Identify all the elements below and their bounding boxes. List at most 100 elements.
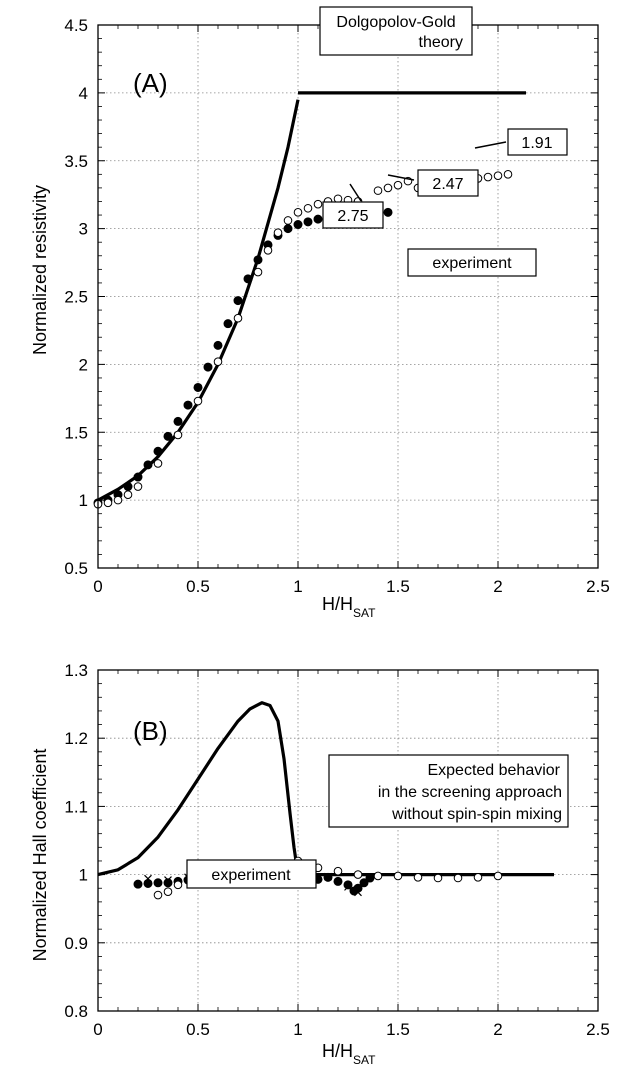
series-a-3-point-14	[293, 208, 303, 217]
series-a-0-line	[97, 99, 300, 502]
y-tick-label-a-7: 4	[79, 84, 88, 103]
panel-label-b: (B)	[133, 716, 168, 746]
experiment-label-a: experiment	[432, 255, 512, 272]
series-a-3-point-1	[103, 498, 113, 508]
y-tick-label-a-2: 1.5	[64, 423, 88, 442]
x-tick-label-a-2: 1	[293, 577, 302, 596]
series-a-2-point-5	[143, 460, 153, 470]
series-b-2-point-14	[393, 871, 403, 881]
series-a-2-point-12	[213, 340, 223, 350]
series-a-3-point-7	[193, 396, 203, 406]
series-b-2-point-15	[413, 873, 423, 882]
series-b-1-point-21	[343, 880, 353, 890]
series-a-2-point-8	[173, 416, 183, 426]
series-a-3-point-8	[213, 357, 223, 366]
y-tick-label-b-4: 1.2	[64, 729, 88, 748]
series-a-3-point-10	[253, 267, 263, 277]
series-a-3-point-33	[483, 172, 493, 182]
series-b-3-point-1	[164, 876, 172, 884]
series-a-2-point-6	[153, 446, 163, 456]
series-a-3-point-2	[113, 495, 123, 505]
experiment-box-a	[407, 248, 537, 277]
x-axis-label-a-main: H/H	[322, 594, 353, 614]
series-b-3-point-0	[144, 874, 152, 883]
series-a-2-point-4	[133, 472, 143, 482]
series-a-3-point-24	[393, 180, 403, 190]
x-tick-label-a-5: 2.5	[586, 577, 610, 596]
y-tick-label-b-0: 0.8	[64, 1002, 88, 1021]
x-tick-label-a-4: 2	[493, 577, 502, 596]
series-a-3-point-11	[263, 246, 273, 255]
y-tick-label-a-1: 1	[79, 491, 88, 510]
x-tick-label-b-2: 1	[293, 1020, 302, 1039]
x-tick-label-b-5: 2.5	[586, 1020, 610, 1039]
series-a-2-point-19	[283, 224, 293, 234]
series-a-2-point-14	[233, 296, 243, 306]
leader-1-91	[474, 141, 507, 149]
chart-panel-a: 0 0.5 1 1.5 2 2.5 0.5 1 1.5 2 2.5 3 3.5 4 4.5 (A) Norm…	[30, 6, 610, 620]
x-axis-label-b: H/HSAT	[322, 1041, 376, 1067]
x-tick-label-a-3: 1.5	[386, 577, 410, 596]
y-tick-label-a-5: 3	[79, 220, 88, 239]
series-a-2-point-10	[193, 382, 203, 392]
series-a-2-point-3	[123, 482, 133, 492]
series-a-3-point-9	[233, 313, 243, 323]
y-tick-label-b-1: 0.9	[64, 934, 88, 953]
x-tick-label-a-1: 0.5	[186, 577, 210, 596]
series-b-2-point-1	[163, 887, 173, 896]
series-a-3-point-6	[173, 430, 183, 440]
y-tick-label-b-3: 1.1	[64, 797, 88, 816]
x-tick-label-b-4: 2	[493, 1020, 502, 1039]
annot-box-2-47	[417, 169, 479, 197]
series-a-3-point-5	[153, 459, 163, 468]
series-b-0-line	[97, 701, 554, 877]
series-a-3-point-34	[493, 171, 503, 180]
series-b-1-point-20	[333, 876, 343, 886]
series-a-3-point-15	[303, 203, 313, 213]
annot-box-1-91	[507, 128, 568, 156]
experiment-box-b	[186, 859, 317, 889]
expected-behavior-line-3: without spin-spin mixing	[391, 806, 562, 823]
series-a-2-point-7	[163, 431, 173, 441]
series-a-3-point-4	[133, 482, 143, 491]
series-b-2-point-13	[373, 871, 383, 881]
series-a-2-point-22	[313, 214, 323, 224]
panel-label-a: (A)	[133, 68, 168, 98]
experiment-label-b: experiment	[211, 867, 291, 884]
series-a-2-point-15	[243, 274, 253, 284]
series-a-3-point-12	[273, 228, 283, 237]
y-tick-label-a-3: 2	[79, 355, 88, 374]
series-a-2-point-20	[293, 220, 303, 230]
series-b-2-point-17	[453, 873, 463, 883]
ticks-a: 0 0.5 1 1.5 2 2.5 0.5 1 1.5 2 2.5 3 3.5 4 4.5	[64, 16, 609, 596]
expected-behavior-line-1: Expected behavior	[427, 762, 560, 779]
annot-2-47: 2.47	[432, 176, 463, 193]
series-b-2-point-18	[473, 873, 483, 882]
series-b-1-point-24	[359, 878, 369, 888]
chart-panel-b: 0 0.5 1 1.5 2 2.5 0.8 0.9 1 1.1 1.2 1.3 (B) Normali…	[30, 661, 610, 1067]
grid-a	[98, 25, 598, 568]
plot-frame-b	[97, 669, 599, 1012]
y-tick-label-a-8: 4.5	[64, 16, 88, 35]
x-axis-label-a: H/HSAT	[322, 594, 376, 620]
series-b-3-point-9	[324, 872, 332, 881]
series-a	[93, 91, 526, 509]
series-a-2-point-9	[183, 400, 193, 410]
series-b-2-point-2	[173, 880, 183, 890]
theory-label-line-1: Dolgopolov-Gold	[336, 14, 455, 31]
theory-label-box	[319, 6, 473, 56]
series-a-3-point-35	[503, 170, 513, 179]
series-b-1-point-2	[153, 878, 163, 888]
series-b-2-point-16	[433, 873, 443, 883]
series-a-2-point-16	[253, 255, 263, 265]
series-a-2-point-11	[203, 362, 213, 372]
expected-behavior-line-2: in the screening approach	[378, 784, 562, 801]
annot-1-91: 1.91	[521, 135, 552, 152]
series-b-3-point-10	[344, 882, 352, 891]
y-tick-label-a-0: 0.5	[64, 559, 88, 578]
x-tick-label-b-0: 0	[93, 1020, 102, 1039]
theory-label-line-2: theory	[419, 34, 463, 51]
y-tick-label-b-2: 1	[79, 866, 88, 885]
expected-behavior-box	[328, 754, 569, 828]
